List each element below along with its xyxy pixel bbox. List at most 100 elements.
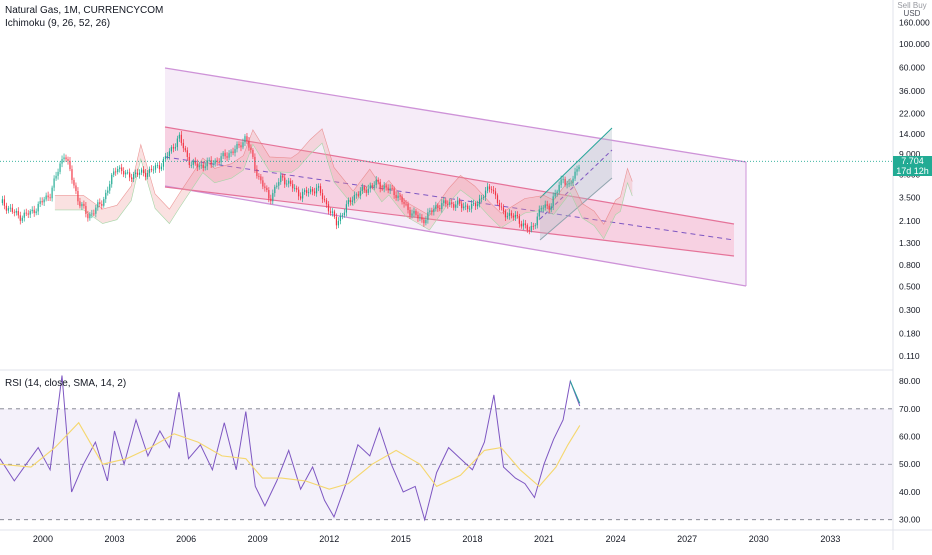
candle-body xyxy=(11,207,13,212)
candle-body xyxy=(459,200,461,204)
candle-body xyxy=(216,160,218,163)
candle-body xyxy=(437,205,439,209)
candle-body xyxy=(95,207,97,214)
outer-channel-top xyxy=(164,67,747,163)
candle-body xyxy=(17,211,19,216)
candle-body xyxy=(361,186,363,192)
axis-mode: Sell Buy xyxy=(897,1,927,10)
candle-body xyxy=(562,178,564,180)
candle-body xyxy=(244,136,246,143)
candle-body xyxy=(61,159,63,164)
candle-body xyxy=(488,186,491,190)
candle-body xyxy=(353,195,355,201)
candle-body xyxy=(144,172,147,177)
candle-body xyxy=(490,189,493,190)
candle-body xyxy=(224,152,226,157)
rsi-tick-label: 30.00 xyxy=(899,515,921,525)
candle-body xyxy=(260,176,262,181)
candle-body xyxy=(327,204,330,212)
time-tick-label: 2006 xyxy=(176,534,196,544)
candle-body xyxy=(65,157,67,160)
candle-body xyxy=(93,213,95,215)
candle-body xyxy=(101,204,103,206)
candle-body xyxy=(510,213,513,216)
candle-body xyxy=(31,209,33,212)
currency-badge[interactable]: Sell Buy USD xyxy=(896,2,928,18)
candle-body xyxy=(425,219,427,224)
time-tick-label: 2003 xyxy=(105,534,125,544)
candle-body xyxy=(451,202,453,205)
candle-body xyxy=(27,213,29,215)
candle-body xyxy=(387,187,389,191)
candle-body xyxy=(568,182,570,185)
candle-body xyxy=(186,150,188,157)
candle-body xyxy=(154,165,157,170)
symbol-title[interactable]: Natural Gas, 1M, CURRENCYCOM xyxy=(5,5,164,16)
candle-body xyxy=(184,148,186,151)
time-tick-label: 2033 xyxy=(820,534,840,544)
candle-body xyxy=(431,210,433,213)
candle-body xyxy=(103,199,105,206)
candle-body xyxy=(7,208,9,211)
ichimoku-legend[interactable]: Ichimoku (9, 26, 52, 26) xyxy=(5,18,111,29)
candle-body xyxy=(280,175,282,183)
candle-body xyxy=(268,189,270,199)
candle-body xyxy=(572,178,574,183)
candle-body xyxy=(469,208,471,210)
candle-body xyxy=(516,214,518,217)
candle-body xyxy=(248,140,250,148)
candle-body xyxy=(447,203,449,205)
candle-body xyxy=(512,215,515,218)
candle-body xyxy=(49,197,51,199)
candle-body xyxy=(107,190,109,193)
candle-body xyxy=(306,190,308,194)
candle-body xyxy=(300,196,302,199)
candle-body xyxy=(542,207,544,209)
candle-body xyxy=(435,205,437,209)
candle-body xyxy=(538,209,540,217)
candle-body xyxy=(367,188,369,193)
candle-body xyxy=(133,174,135,180)
candle-body xyxy=(441,203,443,210)
candle-body xyxy=(296,187,298,190)
candle-body xyxy=(264,186,266,188)
rsi-legend[interactable]: RSI (14, close, SMA, 14, 2) xyxy=(5,378,127,389)
candle-body xyxy=(25,212,27,214)
candle-body xyxy=(276,185,278,187)
candle-body xyxy=(556,191,558,194)
candle-body xyxy=(142,169,145,173)
candle-body xyxy=(121,167,123,172)
candle-body xyxy=(71,169,73,181)
candle-body xyxy=(315,187,318,194)
candle-body xyxy=(307,192,310,194)
candle-body xyxy=(115,171,117,173)
candle-body xyxy=(375,179,377,185)
rsi-tick-label: 40.00 xyxy=(899,487,921,497)
candle-body xyxy=(131,177,133,180)
candle-body xyxy=(411,213,413,216)
candle-body xyxy=(91,213,93,215)
candle-body xyxy=(150,168,153,171)
candle-body xyxy=(1,199,3,204)
candle-body xyxy=(486,186,489,191)
candle-body xyxy=(407,203,409,210)
candle-body xyxy=(323,199,326,201)
candle-body xyxy=(329,211,332,213)
regression-channel[interactable] xyxy=(164,67,747,287)
candle-body xyxy=(13,211,15,213)
candle-body xyxy=(21,217,23,221)
candle-body xyxy=(498,203,501,207)
candle-body xyxy=(417,214,419,219)
candle-body xyxy=(391,188,393,190)
price-tick-label: 22.000 xyxy=(899,108,925,118)
candle-body xyxy=(97,202,99,208)
rising-channel-mid xyxy=(539,149,613,220)
candle-body xyxy=(540,208,542,210)
candle-body xyxy=(475,203,477,207)
last-price-tag: 7.704 xyxy=(893,156,932,166)
time-tick-label: 2012 xyxy=(319,534,339,544)
candle-body xyxy=(455,204,457,208)
candle-body xyxy=(298,189,300,197)
